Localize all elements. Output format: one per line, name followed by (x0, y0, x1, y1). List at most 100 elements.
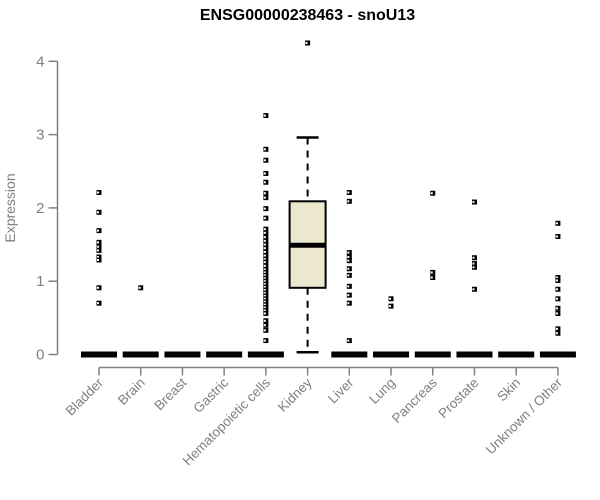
data-point (263, 179, 269, 185)
data-point (263, 245, 269, 251)
data-point (555, 275, 561, 281)
data-point (96, 239, 102, 245)
data-point (263, 234, 269, 240)
data-point (96, 228, 102, 234)
data-point (388, 303, 394, 309)
zero-box-bar (331, 351, 368, 358)
data-point (346, 190, 352, 196)
data-point (388, 296, 394, 302)
data-point (263, 299, 269, 305)
y-tick-label: 3 (36, 127, 44, 144)
data-point (263, 281, 269, 287)
data-point (96, 247, 102, 253)
data-point (96, 190, 102, 196)
category-breast (164, 351, 201, 358)
data-point (263, 249, 269, 255)
zero-box-bar (164, 351, 201, 358)
data-point (263, 238, 269, 244)
zero-box-bar (81, 351, 117, 358)
chart-title: ENSG00000238463 - snoU13 (199, 7, 416, 24)
data-point (263, 253, 269, 259)
data-point (96, 257, 102, 263)
data-point (263, 293, 269, 299)
y-tick-label: 2 (36, 200, 44, 217)
data-point (263, 305, 269, 311)
data-point (263, 290, 269, 296)
category-bladder (81, 190, 117, 358)
data-point (96, 244, 102, 250)
category-unknown-other (539, 220, 576, 358)
data-point (263, 275, 269, 281)
x-tick-label-pancreas: Pancreas (389, 375, 440, 426)
data-point (96, 254, 102, 260)
zero-box-bar (456, 351, 493, 358)
category-brain (122, 285, 159, 358)
x-tick-label-brain: Brain (115, 375, 148, 408)
x-tick-label-liver: Liver (325, 375, 357, 407)
zero-box-bar (122, 351, 159, 358)
x-tick-label-skin: Skin (494, 375, 523, 404)
data-point (263, 318, 269, 324)
data-point (346, 300, 352, 306)
x-tick-label-unknown-other: Unknown / Other (483, 375, 566, 458)
data-point (346, 272, 352, 278)
data-point (138, 285, 144, 291)
zero-box-bar (498, 351, 535, 358)
data-point (471, 264, 477, 270)
data-point (263, 308, 269, 314)
data-point (263, 256, 269, 262)
x-tick-label-kidney: Kidney (275, 375, 315, 415)
y-tick-label: 0 (36, 347, 44, 364)
zero-box-bar (247, 351, 284, 358)
data-point (263, 226, 269, 232)
data-point (346, 250, 352, 256)
data-point (346, 292, 352, 298)
data-point (263, 302, 269, 308)
y-axis: 0 1 2 3 4 (36, 53, 59, 364)
category-hematopoietic-cells (247, 113, 284, 358)
category-pancreas (414, 190, 451, 358)
data-point (555, 330, 561, 336)
data-point (430, 269, 436, 275)
category-kidney (288, 40, 327, 354)
data-point (263, 230, 269, 236)
data-point (555, 220, 561, 226)
zero-box-bar (414, 351, 451, 358)
x-tick-label-bladder: Bladder (63, 375, 107, 419)
data-point (263, 284, 269, 290)
data-point (555, 233, 561, 239)
data-point (263, 272, 269, 278)
data-point (263, 338, 269, 344)
x-tick-label-gastric: Gastric (190, 375, 231, 416)
data-point (471, 199, 477, 205)
data-point (346, 258, 352, 264)
category-gastric (206, 351, 243, 358)
data-point (263, 206, 269, 212)
data-point (263, 278, 269, 284)
data-point (263, 263, 269, 269)
data-point (263, 327, 269, 333)
data-point (263, 269, 269, 275)
data-point (263, 190, 269, 196)
zero-box-bar (539, 351, 576, 358)
data-point (263, 146, 269, 152)
category-lung (373, 296, 410, 358)
data-point (96, 300, 102, 306)
data-point (96, 209, 102, 215)
data-point (263, 242, 269, 248)
data-point (471, 286, 477, 292)
data-point (263, 259, 269, 265)
data-point (263, 113, 269, 119)
x-tick-label-prostate: Prostate (435, 375, 481, 421)
data-point (263, 310, 269, 316)
data-point (263, 322, 269, 328)
data-point (346, 338, 352, 344)
data-point (471, 261, 477, 267)
data-point (555, 277, 561, 283)
data-point (555, 286, 561, 292)
data-point (263, 287, 269, 293)
data-point (346, 198, 352, 204)
